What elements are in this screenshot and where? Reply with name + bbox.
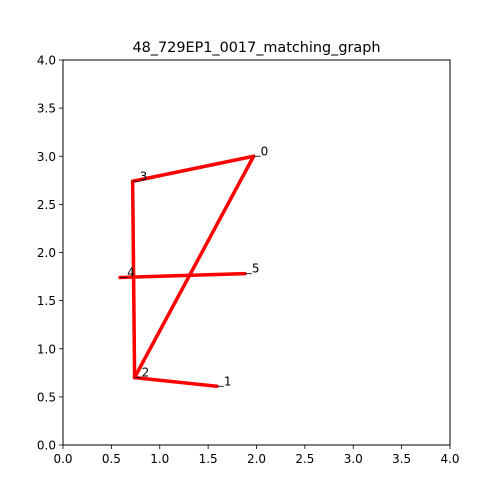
x-tick-label: 1.5 [199,452,218,466]
x-tick-label: 2.5 [295,452,314,466]
x-tick-label: 3.0 [344,452,363,466]
graph-edge-3-2 [130,179,137,380]
node-label-5: 5 [252,262,260,276]
graph-edges [118,154,256,389]
x-tick-label: 0.5 [102,452,121,466]
node-label-2: 2 [142,366,150,380]
chart-title: 48_729EP1_0017_matching_graph [133,40,381,56]
x-axis: 0.0 0.5 1.0 1.5 2.0 2.5 3.0 3.5 4.0 [53,445,460,466]
y-tick-label: 1.5 [37,294,56,308]
y-tick-label: 4.0 [37,54,56,68]
graph-edge-4-5 [118,271,247,280]
y-tick-label: 0.0 [37,439,56,453]
x-tick-label: 2.0 [247,452,266,466]
graph-nodes: 0 1 2 3 4 5 [120,144,268,388]
graph-edge-2-1 [132,375,219,389]
x-tick-label: 1.0 [150,452,169,466]
graph-edge-0-2 [132,154,256,380]
plot-area-frame [62,59,451,446]
x-tick-label: 0.0 [53,452,72,466]
y-tick-label: 0.5 [37,390,56,404]
y-tick-label: 3.0 [37,150,56,164]
y-tick-label: 2.0 [37,246,56,260]
y-axis: 0.0 0.5 1.0 1.5 2.0 2.5 3.0 3.5 4.0 [37,54,63,453]
node-label-4: 4 [127,266,135,280]
node-label-1: 1 [224,374,232,388]
x-tick-label: 4.0 [440,452,459,466]
y-tick-label: 1.0 [37,342,56,356]
node-label-0: 0 [261,144,269,158]
x-tick-label: 3.5 [392,452,411,466]
y-tick-label: 3.5 [37,102,56,116]
node-label-3: 3 [140,169,148,183]
y-tick-label: 2.5 [37,198,56,212]
graph-edge-0-3 [130,154,256,184]
